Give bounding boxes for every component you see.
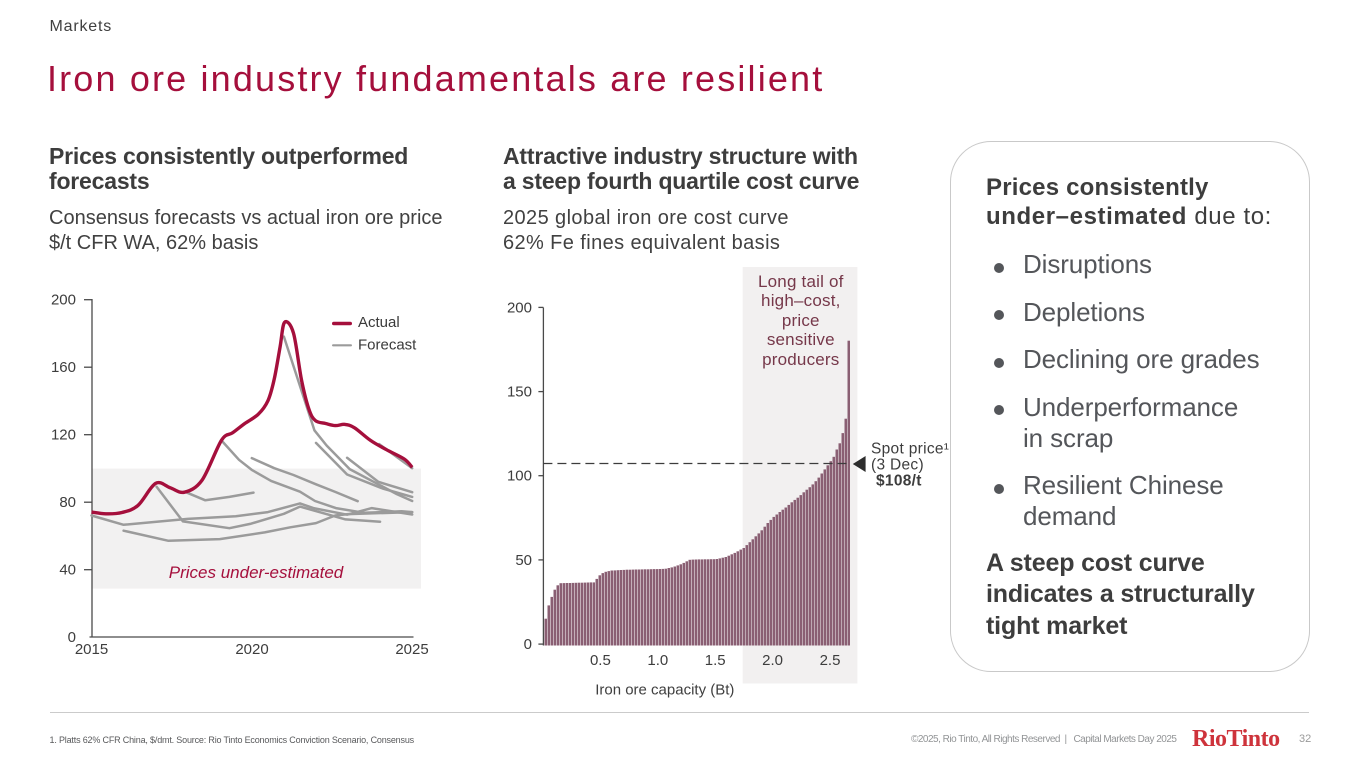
svg-text:50: 50 [515, 552, 532, 569]
svg-text:Long tail of: Long tail of [758, 272, 844, 291]
svg-text:80: 80 [59, 494, 76, 511]
svg-text:0: 0 [524, 636, 532, 653]
svg-text:1.5: 1.5 [705, 652, 726, 669]
svg-text:200: 200 [507, 299, 532, 316]
svg-text:2020: 2020 [235, 641, 268, 658]
svg-text:150: 150 [507, 384, 532, 401]
svg-text:0: 0 [68, 629, 76, 646]
svg-text:$108/t: $108/t [876, 472, 922, 489]
svg-text:Prices under-estimated: Prices under-estimated [169, 563, 344, 582]
svg-text:0.5: 0.5 [590, 652, 611, 669]
svg-text:40: 40 [59, 562, 76, 579]
svg-text:Spot price¹: Spot price¹ [871, 440, 949, 457]
svg-text:1.0: 1.0 [647, 652, 668, 669]
svg-text:price: price [782, 311, 820, 330]
svg-text:200: 200 [51, 292, 76, 309]
svg-text:high–cost,: high–cost, [761, 291, 841, 310]
svg-text:Actual: Actual [358, 314, 400, 331]
svg-text:2015: 2015 [75, 641, 108, 658]
svg-text:2025: 2025 [395, 641, 428, 658]
svg-text:100: 100 [507, 468, 532, 485]
svg-text:Forecast: Forecast [358, 337, 417, 354]
svg-text:sensitive: sensitive [767, 330, 835, 349]
svg-text:(3 Dec): (3 Dec) [871, 456, 924, 473]
svg-text:160: 160 [51, 359, 76, 376]
svg-text:Iron ore capacity (Bt): Iron ore capacity (Bt) [595, 682, 734, 699]
svg-text:producers: producers [762, 350, 839, 369]
svg-text:120: 120 [51, 427, 76, 444]
svg-text:2.0: 2.0 [762, 652, 783, 669]
svg-text:2.5: 2.5 [820, 652, 841, 669]
